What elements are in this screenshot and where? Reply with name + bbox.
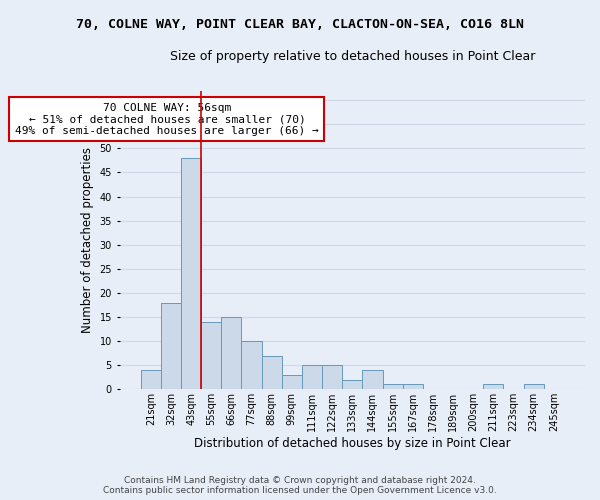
Bar [161,302,181,390]
Bar [383,384,403,390]
Bar [342,380,362,390]
Bar [362,370,383,390]
Title: Size of property relative to detached houses in Point Clear: Size of property relative to detached ho… [170,50,535,63]
Bar [221,317,241,390]
Bar [524,384,544,390]
Text: 70, COLNE WAY, POINT CLEAR BAY, CLACTON-ON-SEA, CO16 8LN: 70, COLNE WAY, POINT CLEAR BAY, CLACTON-… [76,18,524,30]
X-axis label: Distribution of detached houses by size in Point Clear: Distribution of detached houses by size … [194,437,511,450]
Text: 70 COLNE WAY: 56sqm
← 51% of detached houses are smaller (70)
49% of semi-detach: 70 COLNE WAY: 56sqm ← 51% of detached ho… [15,102,319,136]
Bar [322,365,342,390]
Y-axis label: Number of detached properties: Number of detached properties [81,147,94,333]
Bar [483,384,503,390]
Bar [282,375,302,390]
Bar [201,322,221,390]
Bar [141,370,161,390]
Bar [302,365,322,390]
Bar [181,158,201,390]
Bar [262,356,282,390]
Text: Contains HM Land Registry data © Crown copyright and database right 2024.
Contai: Contains HM Land Registry data © Crown c… [103,476,497,495]
Bar [403,384,423,390]
Bar [241,341,262,390]
